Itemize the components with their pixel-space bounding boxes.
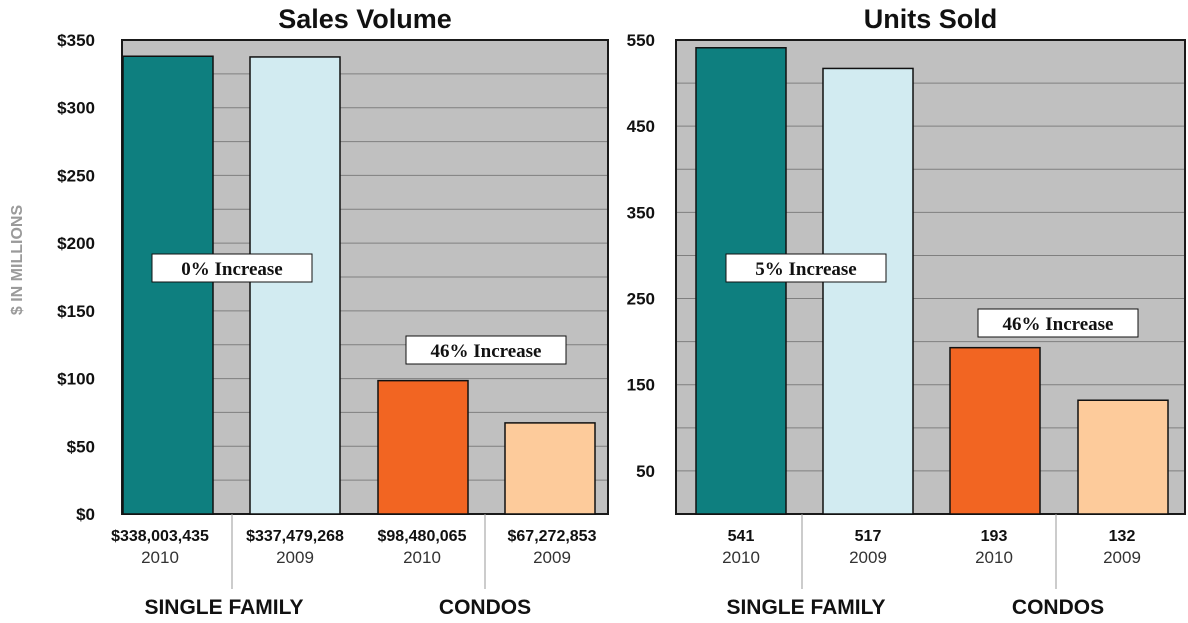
group-label: SINGLE FAMILY: [726, 596, 885, 619]
bar-value-label: 193: [981, 528, 1008, 545]
bar: [822, 67, 914, 515]
plot-frame: [675, 39, 1186, 515]
group-label: CONDOS: [1012, 596, 1104, 619]
y-tick-label: $100: [57, 370, 95, 389]
bar-value-label: 517: [855, 528, 882, 545]
sales-volume-chart: Sales Volume $0 $50 $100 $150 $200 $250 $300 $35…: [9, 4, 609, 619]
bar: [949, 346, 1041, 515]
y-tick-label: $0: [76, 505, 95, 524]
bar-value-label: 132: [1109, 528, 1136, 545]
y-tick-label: 450: [627, 117, 655, 136]
units-sold-chart: Units Sold 50 150 250 350 450 550 541 2010 517 200…: [627, 4, 1186, 619]
y-tick-label: 350: [627, 203, 655, 222]
annotation-box: [725, 253, 887, 283]
bar-year-label: 2009: [533, 548, 571, 567]
y-tick-label: 150: [627, 376, 655, 395]
bar-value-label: $338,003,435: [111, 528, 209, 545]
annotation-text: 0% Increase: [181, 259, 283, 280]
y-axis-title: $ IN MILLIONS: [9, 205, 26, 316]
y-tick-label: $300: [57, 99, 95, 118]
annotation-text: 46% Increase: [431, 341, 542, 362]
bar-year-label: 2009: [276, 548, 314, 567]
plot-frame: [121, 39, 609, 515]
annotation-box: [151, 253, 313, 283]
bar-value-label: 541: [728, 528, 755, 545]
bar: [377, 379, 469, 515]
y-tick-label: $350: [57, 31, 95, 50]
chart-title: Units Sold: [864, 4, 998, 34]
annotation-box: [405, 335, 567, 365]
bar-year-label: 2010: [403, 548, 441, 567]
bar-year-label: 2010: [722, 548, 760, 567]
group-label: SINGLE FAMILY: [144, 596, 303, 619]
bar-year-label: 2009: [1103, 548, 1141, 567]
y-tick-label: 550: [627, 31, 655, 50]
y-tick-label: $200: [57, 234, 95, 253]
bar: [122, 55, 214, 515]
y-tick-label: 50: [636, 462, 655, 481]
annotation-box: [977, 308, 1139, 338]
bar-year-label: 2010: [975, 548, 1013, 567]
bar: [249, 56, 341, 515]
y-tick-label: $150: [57, 302, 95, 321]
annotation-text: 46% Increase: [1003, 314, 1114, 335]
group-label: CONDOS: [439, 596, 531, 619]
bar-value-label: $98,480,065: [378, 528, 467, 545]
bar-year-label: 2009: [849, 548, 887, 567]
y-tick-label: $50: [67, 437, 95, 456]
bar-value-label: $337,479,268: [246, 528, 344, 545]
chart-title: Sales Volume: [278, 4, 452, 34]
annotation-text: 5% Increase: [755, 259, 857, 280]
bar: [1077, 399, 1169, 515]
bar-year-label: 2010: [141, 548, 179, 567]
y-tick-label: $250: [57, 166, 95, 185]
bar: [504, 422, 596, 515]
y-tick-label: 250: [627, 290, 655, 309]
bar-value-label: $67,272,853: [508, 528, 597, 545]
